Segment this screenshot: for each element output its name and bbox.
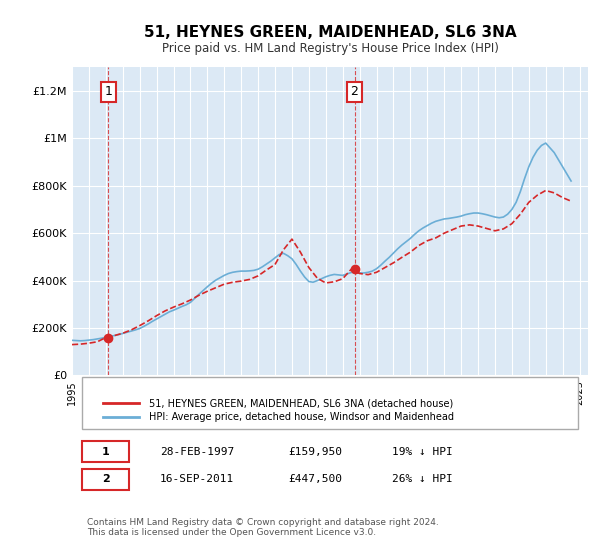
Text: 28-FEB-1997: 28-FEB-1997 xyxy=(160,447,234,457)
Text: Contains HM Land Registry data © Crown copyright and database right 2024.
This d: Contains HM Land Registry data © Crown c… xyxy=(88,517,439,537)
Text: 2: 2 xyxy=(350,85,358,99)
Text: £447,500: £447,500 xyxy=(289,474,343,484)
Text: 51, HEYNES GREEN, MAIDENHEAD, SL6 3NA: 51, HEYNES GREEN, MAIDENHEAD, SL6 3NA xyxy=(143,25,517,40)
Text: 1: 1 xyxy=(104,85,112,99)
FancyBboxPatch shape xyxy=(82,441,129,462)
FancyBboxPatch shape xyxy=(82,377,578,429)
Text: 19% ↓ HPI: 19% ↓ HPI xyxy=(392,447,452,457)
Text: 1: 1 xyxy=(101,447,109,457)
Text: 26% ↓ HPI: 26% ↓ HPI xyxy=(392,474,452,484)
Text: 51, HEYNES GREEN, MAIDENHEAD, SL6 3NA (detached house): 51, HEYNES GREEN, MAIDENHEAD, SL6 3NA (d… xyxy=(149,398,454,408)
Text: HPI: Average price, detached house, Windsor and Maidenhead: HPI: Average price, detached house, Wind… xyxy=(149,412,454,422)
Text: £159,950: £159,950 xyxy=(289,447,343,457)
Text: 2: 2 xyxy=(101,474,109,484)
Text: 16-SEP-2011: 16-SEP-2011 xyxy=(160,474,234,484)
FancyBboxPatch shape xyxy=(82,469,129,490)
Text: Price paid vs. HM Land Registry's House Price Index (HPI): Price paid vs. HM Land Registry's House … xyxy=(161,42,499,55)
